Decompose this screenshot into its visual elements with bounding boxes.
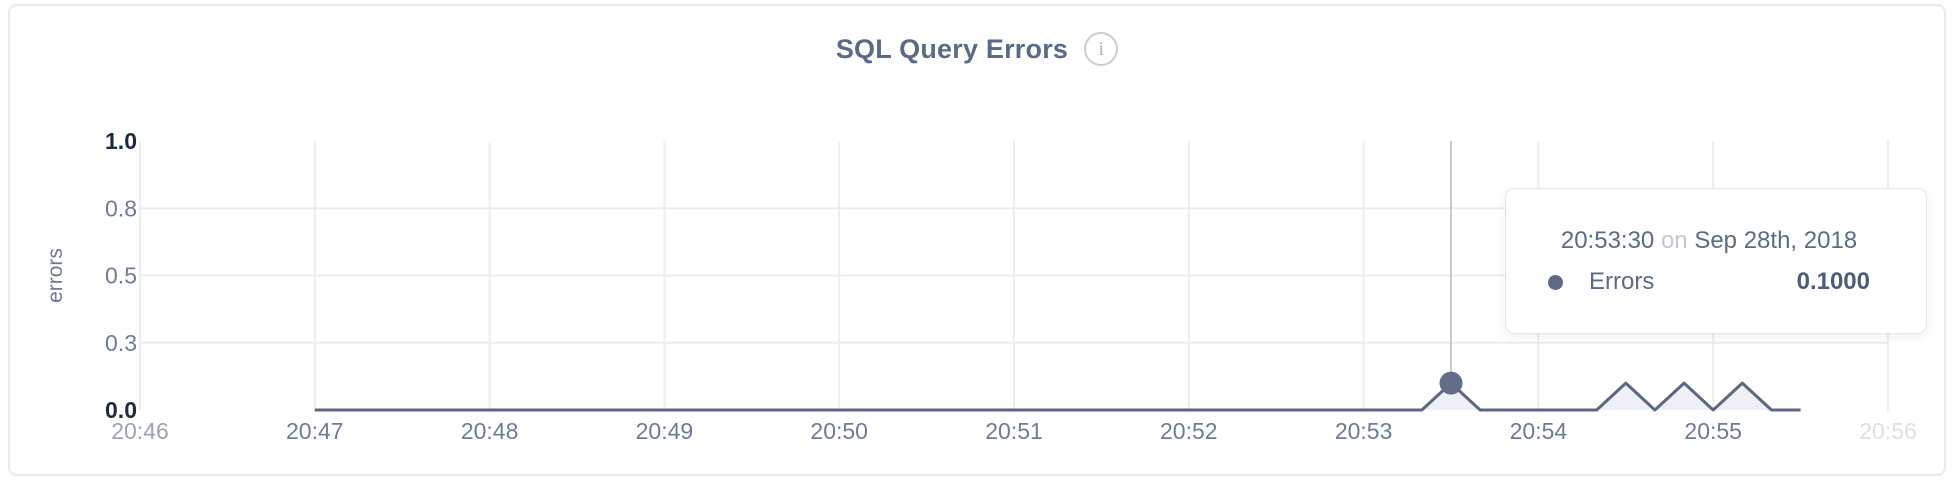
series-area	[314, 383, 1801, 410]
hover-tooltip: 20:53:30 on Sep 28th, 2018 Errors 0.1000	[1505, 188, 1927, 334]
chart-title: SQL Query Errors	[835, 33, 1069, 64]
x-tick-label: 20:55	[1684, 418, 1742, 444]
info-icon[interactable]: i	[1084, 32, 1119, 66]
tooltip-series-label: Errors	[1589, 268, 1655, 295]
tooltip-timestamp: 20:53:30 on Sep 28th, 2018	[1548, 227, 1870, 255]
y-tick-label: 1.0	[105, 128, 137, 154]
y-tick-label: 0.0	[105, 397, 137, 423]
chart-plot-area[interactable]: 20:46 20:47 20:48 20:49 20:50 20:51 20:52 20:53…	[10, 6, 1944, 474]
x-tick-label: 20:50	[810, 418, 868, 444]
x-tick-label: 20:47	[286, 418, 344, 444]
x-tick-label: 20:54	[1510, 418, 1568, 444]
chart-header: SQL Query Errors i	[10, 32, 1944, 66]
y-tick-label: 0.8	[105, 195, 137, 221]
x-tick-label: 20:52	[1160, 418, 1218, 444]
series-line	[314, 381, 1801, 412]
y-tick-label: 0.5	[105, 263, 137, 289]
chart-card: SQL Query Errors i 20:46 20:47 20:48 20:49 2…	[8, 4, 1946, 476]
x-tick-label: 20:49	[636, 418, 694, 444]
x-tick-label: 20:48	[461, 418, 519, 444]
tooltip-series-value: 0.1000	[1796, 268, 1870, 295]
y-axis-title: errors	[44, 248, 67, 303]
tooltip-date: Sep 28th, 2018	[1694, 227, 1858, 254]
x-tick-label: 20:46	[111, 418, 169, 444]
tooltip-time: 20:53:30	[1560, 227, 1655, 254]
y-tick-label: 0.3	[105, 330, 137, 356]
tooltip-connector: on	[1660, 227, 1688, 254]
hover-dot	[1439, 371, 1463, 395]
x-tick-label: 20:51	[985, 418, 1043, 444]
series-bullet-icon	[1548, 274, 1563, 290]
timeseries-chart: 20:46 20:47 20:48 20:49 20:50 20:51 20:52 20:53…	[44, 128, 1917, 444]
tooltip-series-row: Errors 0.1000	[1548, 268, 1870, 296]
x-tick-label: 20:56	[1859, 418, 1917, 444]
x-tick-label: 20:53	[1335, 418, 1393, 444]
